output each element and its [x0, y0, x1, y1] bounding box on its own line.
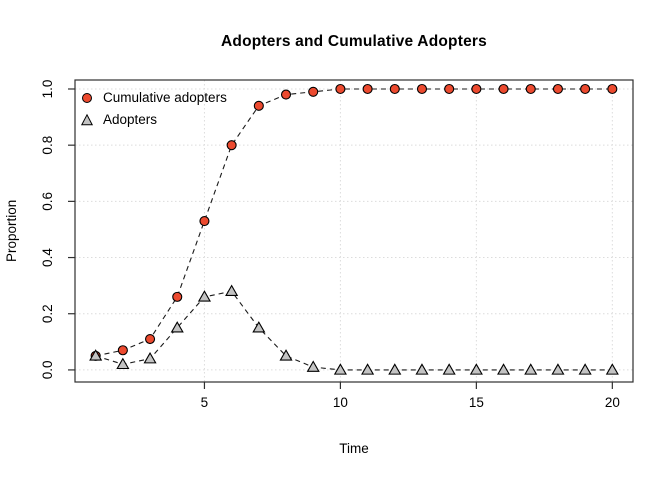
- data-point-circle: [253, 100, 264, 111]
- x-tick-label: 15: [469, 395, 484, 410]
- legend: Cumulative adopters Adopters: [80, 88, 227, 129]
- data-point-circle: [552, 83, 563, 95]
- data-point-circle: [389, 83, 400, 95]
- data-point-circle: [308, 86, 319, 97]
- data-point-triangle: [524, 363, 538, 375]
- legend-item-adopters: Adopters: [80, 110, 227, 129]
- data-point-circle: [498, 83, 509, 95]
- data-point-triangle: [469, 363, 483, 375]
- y-tick-label: 0.4: [40, 248, 55, 267]
- y-tick-label: 1.0: [40, 80, 55, 99]
- data-point-circle: [117, 345, 128, 356]
- data-point-triangle: [279, 349, 293, 361]
- plot-box: [74, 79, 634, 383]
- data-point-circle: [280, 89, 292, 100]
- data-point-circle: [607, 83, 618, 95]
- data-point-triangle: [578, 363, 592, 375]
- data-point-triangle: [388, 363, 402, 375]
- chart-title: Adopters and Cumulative Adopters: [221, 33, 487, 50]
- data-point-circle: [335, 83, 346, 95]
- data-point-circle: [525, 83, 536, 95]
- data-point-circle: [444, 83, 455, 95]
- data-point-triangle: [252, 321, 266, 333]
- y-axis-label: Proportion: [4, 199, 19, 263]
- y-tick-label: 0.0: [40, 361, 55, 380]
- legend-marker-circle-icon: [82, 92, 92, 103]
- data-point-circle: [226, 140, 237, 151]
- x-tick-label: 20: [605, 395, 620, 410]
- x-tick-label: 10: [333, 395, 348, 410]
- data-point-circle: [172, 291, 183, 302]
- data-point-triangle: [361, 363, 375, 375]
- y-tick-label: 0.6: [40, 192, 55, 211]
- data-point-triangle: [143, 351, 157, 364]
- x-tick-label: 5: [201, 395, 209, 410]
- data-point-circle: [471, 83, 482, 95]
- legend-marker-triangle-icon: [80, 113, 94, 125]
- data-point-triangle: [116, 357, 130, 370]
- legend-label-cumulative: Cumulative adopters: [103, 90, 227, 105]
- legend-item-cumulative: Cumulative adopters: [80, 88, 227, 107]
- data-point-circle: [199, 215, 210, 227]
- y-tick-label: 0.8: [40, 136, 55, 155]
- data-point-triangle: [497, 363, 511, 375]
- legend-label-adopters: Adopters: [103, 112, 158, 127]
- data-point-triangle: [170, 321, 184, 333]
- data-point-triangle: [225, 284, 239, 297]
- y-tick-label: 0.2: [40, 304, 55, 323]
- x-axis-label: Time: [339, 441, 369, 456]
- data-point-circle: [145, 333, 156, 345]
- data-point-triangle: [197, 290, 211, 302]
- data-point-triangle: [442, 363, 456, 375]
- data-point-triangle: [306, 360, 320, 372]
- data-point-triangle: [551, 363, 565, 375]
- data-point-triangle: [605, 363, 619, 375]
- series-line-cumulative: [95, 88, 613, 357]
- data-point-triangle: [415, 363, 429, 375]
- data-point-triangle: [333, 363, 347, 375]
- data-point-triangle: [89, 349, 103, 361]
- data-point-circle: [416, 83, 428, 95]
- data-point-circle: [362, 83, 373, 95]
- data-point-circle: [580, 83, 591, 95]
